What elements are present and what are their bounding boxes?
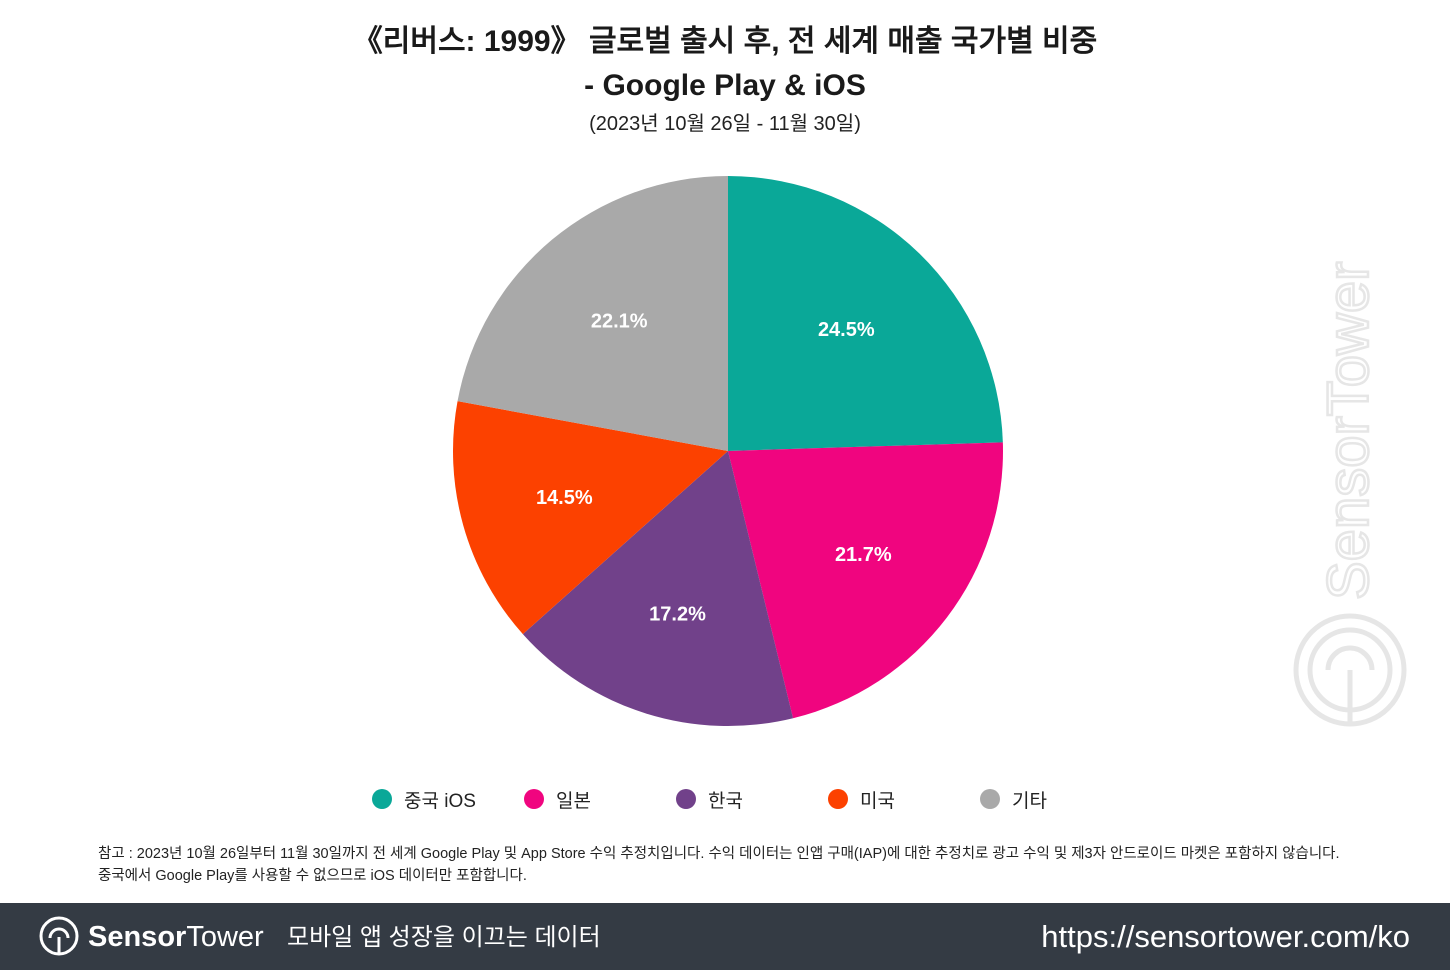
pie-slice-labels: 24.5% 21.7% 17.2% 14.5% 22.1%: [536, 310, 892, 625]
footer-bar: SensorTower 모바일 앱 성장을 이끄는 데이터 https://se…: [0, 903, 1450, 970]
watermark-text: SensorTower: [1316, 262, 1381, 600]
pie-slice-label: 21.7%: [835, 544, 892, 566]
legend-swatch: [372, 789, 392, 809]
footer-brand-regular: Tower: [186, 921, 264, 953]
pie-chart: 24.5% 21.7% 17.2% 14.5% 22.1%: [453, 176, 1003, 726]
pie-slice-label: 17.2%: [649, 603, 706, 625]
legend-item: 한국: [676, 784, 743, 814]
pie-slice: [457, 176, 728, 451]
legend-label: 기타: [1012, 790, 1047, 812]
legend-item: 미국: [828, 784, 895, 814]
pie-slices: [453, 176, 1003, 726]
legend-swatch: [828, 789, 848, 809]
sensor-tower-logo-icon: [39, 916, 79, 956]
footnote-line1: 참고 : 2023년 10월 26일부터 11월 30일까지 전 세계 Goog…: [98, 846, 1340, 862]
legend-label: 일본: [556, 790, 591, 812]
legend-label: 한국: [708, 790, 743, 812]
footnote: 참고 : 2023년 10월 26일부터 11월 30일까지 전 세계 Goog…: [98, 843, 1418, 887]
footnote-line2: 중국에서 Google Play를 사용할 수 없으므로 iOS 데이터만 포함…: [98, 868, 527, 884]
legend-swatch: [980, 789, 1000, 809]
pie-slice-label: 22.1%: [591, 310, 648, 332]
legend-item: 일본: [524, 784, 591, 814]
legend-swatch: [676, 789, 696, 809]
sensor-tower-logo-icon: [1293, 613, 1407, 727]
chart-title-line2: - Google Play & iOS: [584, 69, 866, 102]
footer-url[interactable]: https://sensortower.com/ko: [1041, 919, 1410, 954]
legend-swatch: [524, 789, 544, 809]
legend-label: 중국 iOS: [404, 790, 476, 812]
sensor-tower-watermark: SensorTower: [1293, 260, 1407, 727]
pie-slice-label: 24.5%: [818, 319, 875, 341]
chart-title-line1: 《리버스: 1999》 글로벌 출시 후, 전 세계 매출 국가별 비중: [352, 25, 1098, 58]
pie-slice: [453, 401, 728, 635]
legend-label: 미국: [860, 790, 895, 812]
pie-slice-label: 14.5%: [536, 487, 593, 509]
legend-item: 기타: [980, 784, 1047, 814]
pie-slice: [728, 176, 1003, 451]
legend-item: 중국 iOS: [372, 784, 476, 814]
footer-brand: SensorTower: [88, 919, 264, 955]
legend: 중국 iOS 일본 한국 미국 기타: [372, 784, 1132, 814]
pie-slice: [728, 442, 1003, 719]
pie-slice: [522, 451, 794, 726]
footer-tagline: 모바일 앱 성장을 이끄는 데이터: [287, 924, 601, 951]
footer-brand-bold: Sensor: [88, 921, 187, 953]
chart-subtitle: (2023년 10월 26일 - 11월 30일): [589, 113, 861, 135]
